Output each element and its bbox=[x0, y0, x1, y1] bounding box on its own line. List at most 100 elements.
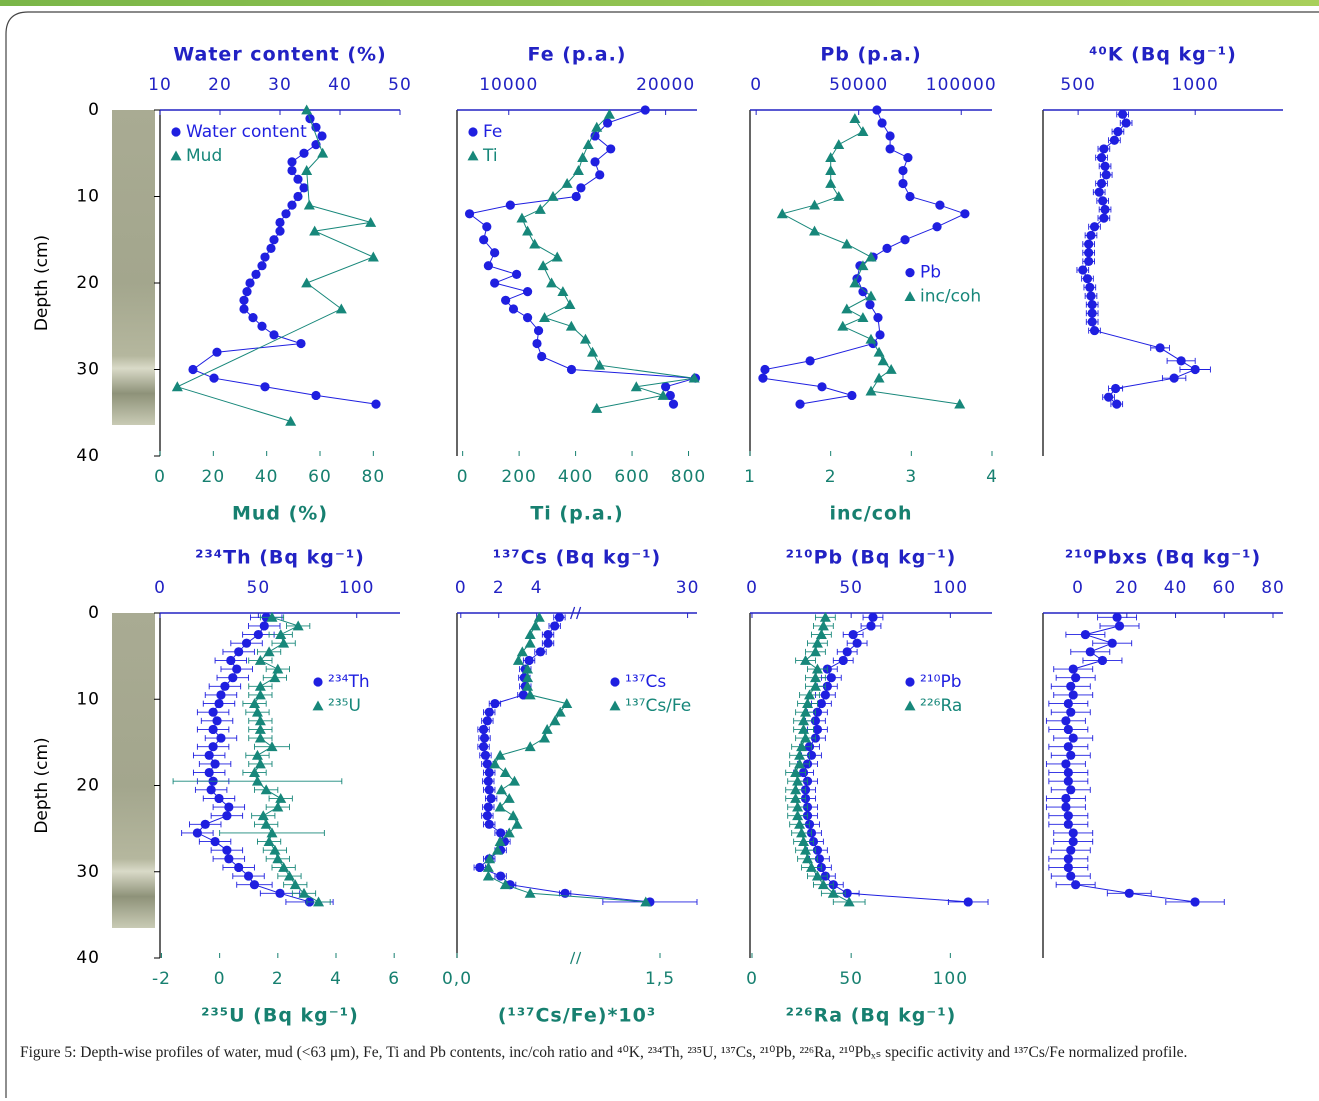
data-point bbox=[898, 165, 908, 176]
data-point bbox=[539, 312, 551, 322]
x-tick-label: 40 bbox=[328, 75, 352, 95]
data-point bbox=[1066, 681, 1076, 691]
data-point bbox=[817, 382, 827, 392]
data-point bbox=[900, 235, 910, 245]
data-point bbox=[212, 347, 222, 357]
data-point bbox=[208, 707, 218, 717]
data-point bbox=[479, 235, 489, 245]
data-point bbox=[293, 174, 303, 184]
data-point bbox=[816, 698, 827, 709]
x2-axis-title: (¹³⁷Cs/Fe)*10³ bbox=[498, 1005, 656, 1027]
data-point bbox=[269, 235, 279, 245]
x-tick-label: 0 bbox=[1072, 578, 1084, 598]
data-point bbox=[1066, 785, 1076, 795]
x-axis-title: Pb (p.a.) bbox=[820, 44, 921, 66]
x-tick-label: 50000 bbox=[829, 75, 888, 95]
x2-tick-label: 3 bbox=[905, 467, 917, 487]
data-point bbox=[534, 203, 546, 214]
y-tick-label: 20 bbox=[76, 776, 100, 796]
data-point bbox=[1061, 802, 1071, 812]
x2-axis-title: ²³⁵U (Bq kg⁻¹) bbox=[201, 1005, 359, 1027]
data-point bbox=[539, 732, 551, 743]
data-point bbox=[287, 165, 297, 176]
data-point bbox=[272, 853, 284, 864]
data-point bbox=[865, 385, 877, 396]
data-point bbox=[665, 390, 675, 401]
data-point bbox=[287, 157, 297, 167]
data-point bbox=[1084, 239, 1094, 249]
data-point bbox=[1063, 767, 1073, 778]
data-point bbox=[495, 784, 507, 795]
x2-tick-label: 6 bbox=[388, 969, 400, 989]
x2-tick-label: -2 bbox=[152, 969, 171, 989]
data-point bbox=[263, 646, 275, 657]
data-point bbox=[254, 715, 266, 726]
data-point bbox=[954, 398, 966, 409]
legend-label: ¹³⁷Cs bbox=[625, 672, 666, 692]
data-point bbox=[566, 364, 577, 375]
legend-label: ²¹⁰Pb bbox=[920, 672, 962, 692]
legend-marker bbox=[313, 677, 323, 687]
data-point bbox=[206, 785, 216, 795]
data-point bbox=[1103, 392, 1114, 402]
data-point bbox=[494, 749, 506, 760]
data-point bbox=[790, 784, 802, 795]
data-point bbox=[1068, 733, 1078, 743]
data-point bbox=[293, 191, 303, 202]
data-point bbox=[838, 655, 848, 666]
data-point bbox=[522, 680, 534, 691]
data-point bbox=[833, 191, 845, 201]
data-point bbox=[200, 819, 210, 829]
data-point bbox=[1063, 776, 1073, 786]
data-point bbox=[313, 896, 325, 907]
top-bar bbox=[0, 0, 1319, 6]
data-point bbox=[192, 828, 202, 838]
y-tick-label: 0 bbox=[88, 100, 100, 120]
data-point bbox=[792, 801, 804, 812]
data-point bbox=[877, 355, 889, 366]
data-point bbox=[249, 880, 260, 890]
data-point bbox=[275, 217, 285, 228]
data-point bbox=[204, 767, 214, 778]
data-point bbox=[478, 724, 489, 735]
data-point bbox=[551, 251, 563, 262]
data-point bbox=[796, 741, 808, 752]
x2-tick-label: 50 bbox=[839, 969, 863, 989]
data-point bbox=[1078, 265, 1088, 275]
data-point bbox=[251, 775, 263, 786]
x2-tick-label: 0 bbox=[154, 467, 166, 487]
data-point bbox=[299, 183, 309, 193]
data-point bbox=[365, 216, 377, 227]
data-point bbox=[571, 191, 581, 202]
data-point bbox=[873, 372, 885, 383]
y-tick-label: 20 bbox=[76, 273, 100, 293]
data-point bbox=[760, 364, 770, 375]
x-tick-label: 30 bbox=[676, 578, 700, 598]
x-tick-label: 20 bbox=[208, 75, 232, 95]
data-point bbox=[554, 706, 566, 717]
data-point bbox=[529, 238, 541, 249]
data-point bbox=[826, 673, 836, 683]
data-point bbox=[516, 646, 528, 657]
data-point bbox=[522, 313, 533, 323]
data-point bbox=[1063, 724, 1073, 735]
data-point bbox=[857, 312, 869, 322]
data-point bbox=[226, 655, 236, 666]
data-point bbox=[257, 810, 269, 821]
data-point bbox=[522, 287, 533, 297]
data-point bbox=[790, 792, 802, 803]
legend-marker bbox=[312, 700, 324, 711]
y-tick-label: 40 bbox=[76, 446, 100, 466]
data-point bbox=[301, 277, 313, 288]
x2-tick-label: 60 bbox=[308, 467, 332, 487]
data-point bbox=[524, 637, 536, 648]
data-point bbox=[1098, 196, 1108, 206]
x-tick-label: 100 bbox=[933, 578, 968, 598]
x2-tick-label: 0 bbox=[214, 969, 226, 989]
legend-marker bbox=[170, 150, 182, 161]
data-point bbox=[590, 157, 600, 167]
data-point bbox=[1068, 664, 1078, 674]
data-point bbox=[809, 646, 821, 657]
data-point bbox=[524, 741, 536, 752]
data-point bbox=[234, 647, 244, 657]
